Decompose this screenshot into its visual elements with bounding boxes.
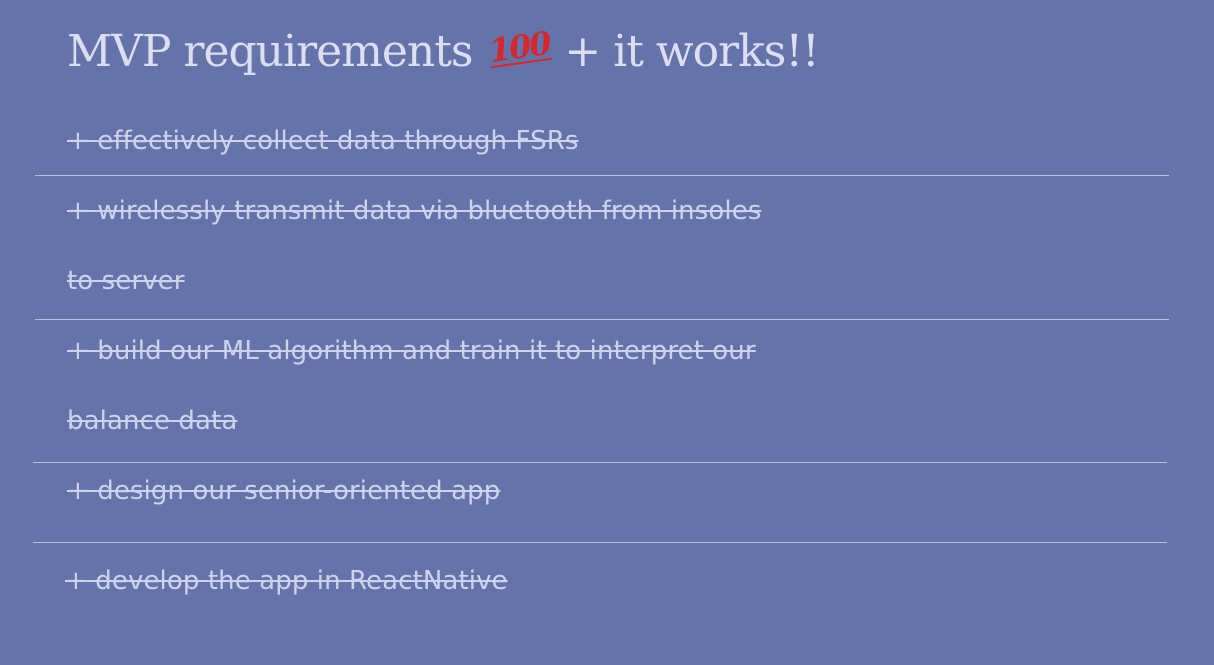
requirement-item-1: + effectively collect data through FSRs [67,106,579,176]
requirement-item-5: + develop the app in ReactNative [65,546,508,616]
bullet: + [67,126,89,156]
bullet: + [65,566,87,596]
requirement-item-2-continued: to server [67,246,185,316]
page-title: MVP requirements 100 + it works!! [67,22,820,85]
requirement-text: wirelessly transmit data via bluetooth f… [97,196,762,226]
divider [35,175,1169,176]
requirement-item-3-continued: balance data [67,386,237,456]
divider [35,319,1169,320]
requirement-item-2: + wirelessly transmit data via bluetooth… [67,176,761,246]
requirement-text: develop the app in ReactNative [95,566,508,596]
requirement-text: design our senior-oriented app [97,476,501,506]
requirement-item-3: + build our ML algorithm and train it to… [67,316,756,386]
requirement-text: build our ML algorithm and train it to i… [97,336,756,366]
bullet: + [67,476,89,506]
requirement-text: balance data [67,406,238,436]
divider [33,542,1167,543]
requirement-text: effectively collect data through FSRs [97,126,579,156]
requirement-text: to server [67,266,185,296]
bullet: + [67,336,89,366]
divider [33,462,1167,463]
requirement-item-4: + design our senior-oriented app [67,456,500,526]
title-text: MVP requirements [67,26,474,77]
title-suffix: + it works!! [564,26,819,77]
bullet: + [67,196,89,226]
hundred-points-icon: 100 [486,24,552,71]
